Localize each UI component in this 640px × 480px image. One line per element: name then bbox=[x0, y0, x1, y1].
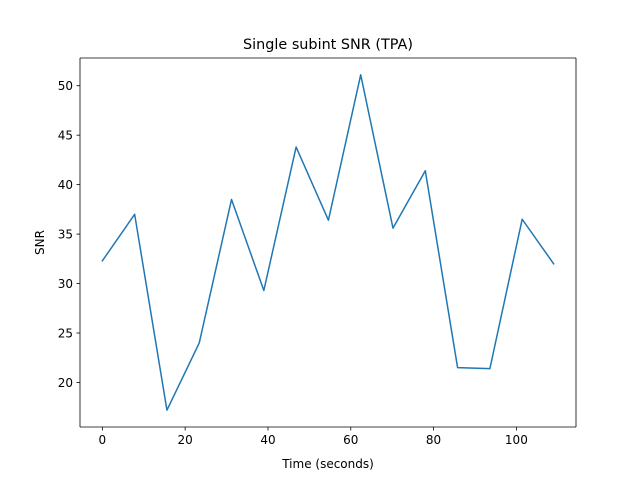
y-tick-label: 20 bbox=[58, 376, 73, 390]
x-axis-label: Time (seconds) bbox=[281, 457, 374, 471]
y-tick-label: 30 bbox=[58, 277, 73, 291]
y-tick-label: 40 bbox=[58, 178, 73, 192]
plot-area bbox=[80, 58, 576, 427]
y-axis-label: SNR bbox=[33, 230, 47, 255]
x-tick-label: 20 bbox=[178, 433, 193, 447]
y-tick-label: 45 bbox=[58, 128, 73, 142]
axes-frame bbox=[79, 57, 577, 428]
y-tick-label: 50 bbox=[58, 79, 73, 93]
x-axis-ticks: 0 20 40 60 80 100 bbox=[99, 427, 528, 447]
x-tick-label: 100 bbox=[505, 433, 528, 447]
chart-title: Single subint SNR (TPA) bbox=[243, 37, 413, 53]
x-tick-label: 40 bbox=[260, 433, 275, 447]
y-axis-ticks: 20 25 30 35 40 45 50 bbox=[58, 79, 80, 390]
y-tick-label: 35 bbox=[58, 227, 73, 241]
y-tick-label: 25 bbox=[58, 326, 73, 340]
x-tick-label: 60 bbox=[343, 433, 358, 447]
series-layer bbox=[101, 74, 555, 411]
x-tick-label: 0 bbox=[99, 433, 107, 447]
x-tick-label: 80 bbox=[426, 433, 441, 447]
